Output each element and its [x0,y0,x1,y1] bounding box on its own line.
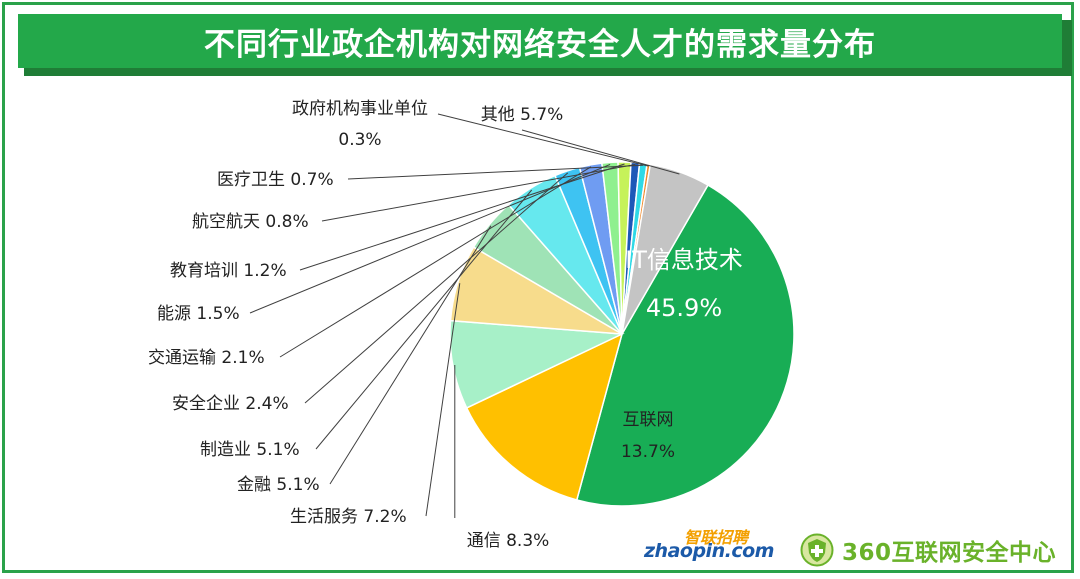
chart-frame [2,2,1074,573]
zhaopin-url-text: zhaopin.com [644,540,774,562]
leader-line-slice-7 [279,166,592,358]
360-logo-text: 360互联网安全中心 [842,540,1057,566]
zhaopin-logo-text: 智联招聘 [684,528,749,547]
leader-line-slice-3 [425,283,461,517]
leader-line-slice-5 [315,189,533,450]
slice-label-slice-13: 其他 5.7% [481,105,564,125]
360-shield-icon [800,533,834,567]
leader-line-slice-4 [329,225,492,485]
slice-label-slice-9: 教育培训 1.2% [170,261,287,281]
leader-line-slice-10 [321,164,636,222]
pie-slice-slice-13 [621,163,710,335]
slice-label-slice-8: 能源 1.5% [157,304,240,324]
slice-labels: IT信息技术 45.9% 互联网 13.7% 通信 8.3% 生活服务 7.2% 金融 5.… [148,99,743,551]
pie-slice-slice-2 [449,319,625,409]
pie-slice-slice-0 [575,184,795,507]
pie-slice-slice-1 [465,332,624,501]
slice-value-slice-1: 13.7% [621,442,675,462]
leader-line-slice-12 [437,113,649,167]
chart-title: 不同行业政企机构对网络安全人才的需求量分布 [204,26,876,63]
slice-label-slice-0: IT信息技术 [625,246,743,274]
slice-label-slice-10: 航空航天 0.8% [192,212,309,232]
slice-label-slice-11: 医疗卫生 0.7% [217,170,334,190]
slice-label-slice-5: 制造业 5.1% [200,440,300,460]
slice-value-slice-0: 45.9% [646,294,722,322]
slice-label-slice-1: 互联网 [623,410,674,430]
zhaopin-logo: 智联招聘 zhaopin.com [644,524,774,564]
leader-line-slice-13 [521,129,680,175]
slice-value-slice-12: 0.3% [338,130,381,150]
leader-line-slice-6 [304,172,569,404]
360-logo: 360互联网安全中心 [800,532,1056,568]
slice-label-slice-4: 金融 5.1% [237,475,320,495]
leader-line-slice-9 [299,163,625,271]
leader-lines [249,113,680,518]
title-bar: 不同行业政企机构对网络安全人才的需求量分布 [18,14,1062,68]
slice-label-slice-3: 生活服务 7.2% [290,507,407,527]
slice-label-slice-12: 政府机构事业单位 [292,99,428,119]
pie-slices [449,161,795,507]
slice-label-slice-7: 交通运输 2.1% [148,348,265,368]
leader-line-slice-8 [249,163,611,314]
leader-line-slice-11 [347,164,644,180]
slice-label-slice-6: 安全企业 2.4% [172,394,289,414]
slice-label-slice-2: 通信 8.3% [467,531,550,551]
